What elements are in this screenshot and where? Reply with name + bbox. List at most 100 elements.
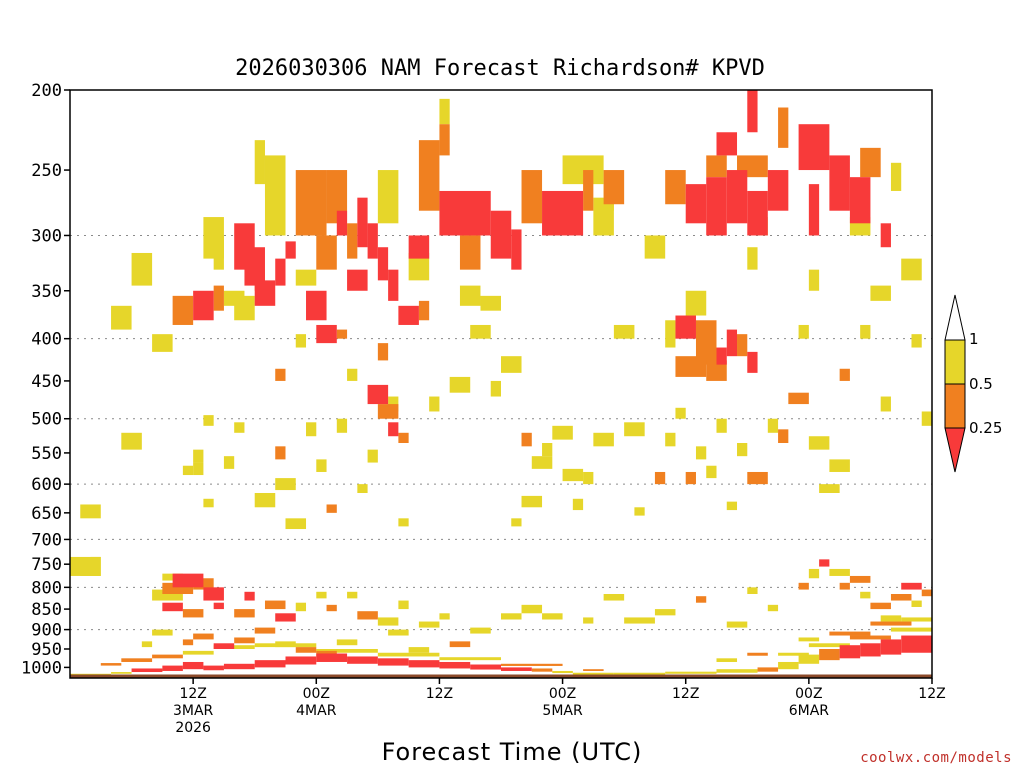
ri-cell: [111, 672, 132, 674]
ri-cell: [880, 223, 891, 248]
ri-cell: [254, 492, 276, 508]
ri-cell: [901, 258, 922, 281]
ri-cell: [418, 140, 440, 211]
ri-cell: [377, 343, 389, 361]
ri-cell: [921, 589, 932, 597]
ri-cell: [357, 197, 368, 248]
ri-cell: [244, 591, 255, 601]
ri-cell: [388, 629, 409, 636]
ri-cell: [347, 269, 368, 291]
ri-cell: [634, 507, 645, 516]
ri-cell: [501, 663, 563, 666]
ri-cell: [193, 290, 214, 321]
ri-cell: [398, 305, 419, 325]
ri-cell: [152, 629, 173, 636]
ri-cell: [275, 446, 286, 460]
ri-cell: [829, 568, 850, 576]
ri-cell: [182, 609, 204, 618]
ri-cell: [377, 658, 409, 666]
ri-cell: [808, 643, 850, 648]
ri-cell: [213, 602, 224, 610]
y-tick-label: 600: [31, 475, 62, 495]
ri-cell: [860, 591, 871, 599]
ri-cell: [439, 657, 501, 661]
ri-cell: [90, 556, 101, 567]
ri-cell: [295, 170, 327, 236]
ri-cell: [511, 229, 522, 270]
ri-cell: [162, 582, 194, 595]
ri-cell: [234, 295, 255, 321]
ri-cell: [316, 459, 327, 472]
ri-cell: [490, 380, 501, 397]
ri-cell: [778, 107, 789, 148]
legend-label-05: 0.5: [969, 375, 993, 393]
ri-cell: [357, 611, 378, 620]
ri-cell: [275, 613, 296, 622]
ri-cell: [767, 170, 789, 211]
ri-cell: [757, 667, 779, 672]
ri-cell: [418, 621, 440, 628]
ri-cell: [624, 422, 645, 437]
ri-cell: [798, 324, 809, 339]
ri-cell: [839, 645, 861, 659]
ri-cell: [377, 652, 440, 657]
ri-cell: [264, 600, 286, 610]
ri-cell: [685, 471, 696, 485]
legend: 1 0.5 0.25: [944, 294, 1002, 473]
x-tick-label: 00Z: [795, 686, 822, 702]
ri-cell: [480, 295, 501, 311]
ri-cell: [849, 635, 891, 640]
ri-cell: [336, 329, 348, 339]
ri-cell: [521, 432, 532, 447]
ri-cell: [521, 495, 543, 508]
ri-cell: [131, 252, 153, 286]
ri-cell: [901, 617, 932, 622]
ri-cell: [213, 285, 224, 311]
ri-cell: [644, 235, 666, 259]
ri-cell: [747, 471, 768, 485]
ri-cell: [737, 442, 748, 457]
ri-cell: [336, 418, 348, 433]
ri-cell: [819, 559, 830, 567]
ri-cell: [798, 124, 830, 171]
ri-cell: [254, 643, 317, 648]
ri-cell: [213, 643, 235, 649]
ri-cell: [829, 459, 850, 472]
ri-cell: [203, 415, 214, 426]
ri-cell: [583, 669, 604, 671]
ri-cell: [808, 184, 820, 236]
ri-cell: [747, 190, 768, 236]
ri-cell: [285, 518, 307, 530]
ri-cell: [531, 456, 553, 469]
ri-cell: [439, 98, 450, 125]
ri-cell: [121, 658, 153, 662]
ri-cell: [182, 650, 214, 655]
ri-cell: [860, 643, 881, 657]
ri-cell: [685, 184, 707, 224]
ri-cell: [80, 566, 101, 576]
ri-cell: [501, 667, 532, 671]
ri-cell: [470, 664, 501, 670]
ri-cell: [316, 324, 337, 344]
ri-cell: [111, 305, 132, 330]
ri-cell: [285, 656, 317, 665]
ri-cell: [193, 462, 204, 476]
ri-cell: [377, 247, 389, 281]
ri-cell: [254, 280, 276, 306]
data-cells: [70, 90, 932, 676]
ri-cell: [439, 613, 450, 620]
y-tick-label: 750: [31, 555, 62, 575]
ri-cell: [162, 602, 183, 612]
ri-cell: [695, 320, 717, 365]
ri-cell: [234, 637, 255, 644]
y-tick-label: 500: [31, 410, 62, 430]
ri-cell: [778, 661, 799, 670]
ri-cell: [367, 449, 378, 463]
ri-cell: [152, 654, 183, 659]
ri-cell: [182, 639, 194, 646]
ri-cell: [203, 498, 214, 508]
ri-cell: [131, 668, 163, 673]
ri-cell: [162, 665, 183, 671]
ri-cell: [347, 656, 378, 664]
ri-cell: [695, 446, 707, 460]
